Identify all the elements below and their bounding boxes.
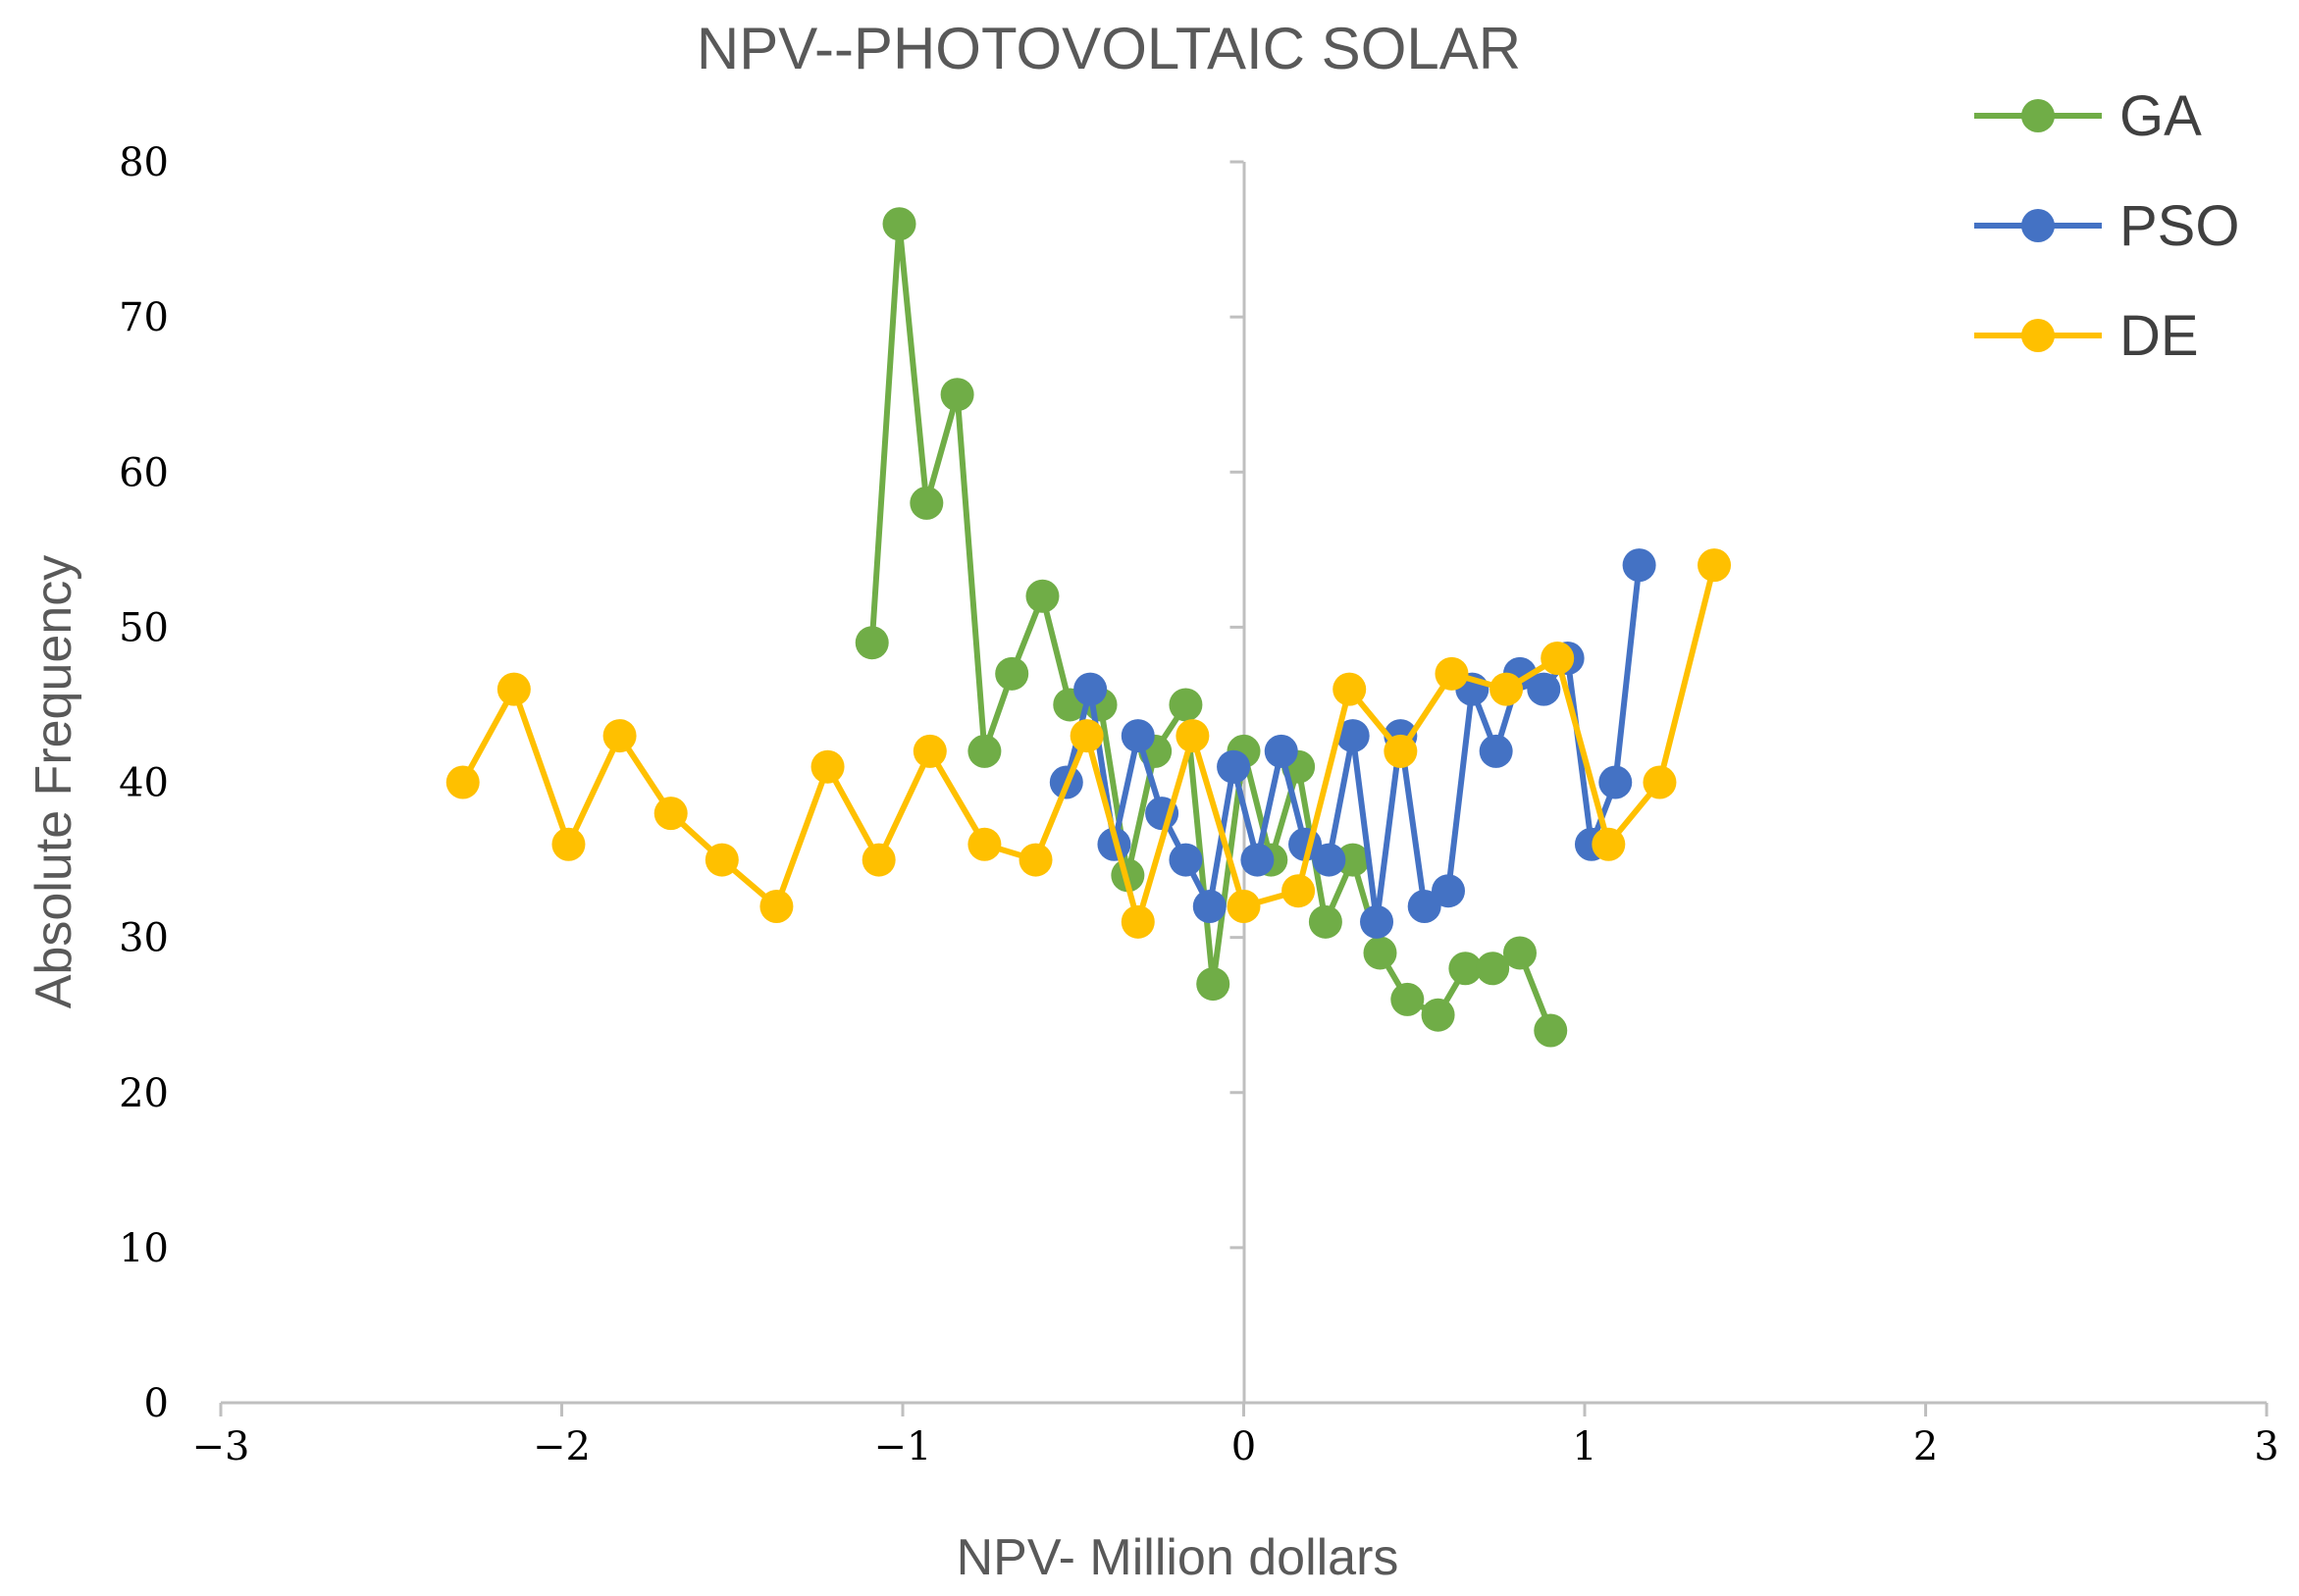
x-tick-label: 1 <box>1572 1424 1596 1469</box>
data-point-de <box>1019 843 1053 877</box>
y-tick-label: 40 <box>119 761 169 806</box>
series-pso <box>1049 548 1656 939</box>
data-point-pso <box>1169 843 1203 877</box>
legend-marker-de <box>2021 319 2055 352</box>
y-tick-label: 0 <box>144 1381 169 1426</box>
data-point-ga <box>1534 1013 1568 1048</box>
data-point-de <box>1698 548 1732 583</box>
legend: GA PSO DE <box>1974 84 2240 368</box>
x-axis-title: NPV- Million dollars <box>957 1529 1399 1586</box>
data-point-pso <box>1432 874 1465 908</box>
data-point-de <box>810 749 845 784</box>
data-point-ga <box>882 207 916 241</box>
y-tick-label: 20 <box>119 1071 169 1116</box>
data-point-pso <box>1240 843 1275 877</box>
data-point-ga <box>1169 688 1203 722</box>
chart-title: NPV--PHOTOVOLTAIC SOLAR <box>697 16 1521 81</box>
data-point-ga <box>855 626 889 660</box>
y-tick-label: 30 <box>119 916 169 961</box>
data-point-ga <box>1196 967 1230 1002</box>
data-point-pso <box>1622 548 1656 583</box>
data-point-pso <box>1217 749 1251 784</box>
x-tick-label: −3 <box>192 1424 250 1469</box>
legend-marker-pso <box>2021 209 2055 242</box>
data-point-de <box>705 843 739 877</box>
x-tick-label: 0 <box>1231 1424 1256 1469</box>
y-tick-label: 60 <box>119 450 169 495</box>
x-tick-label: 3 <box>2254 1424 2278 1469</box>
data-point-ga <box>1502 936 1537 970</box>
legend-label-pso: PSO <box>2119 194 2240 258</box>
data-point-pso <box>1360 904 1394 939</box>
x-tick-label: −2 <box>533 1424 591 1469</box>
data-point-de <box>1592 827 1626 861</box>
data-point-ga <box>1308 904 1342 939</box>
data-point-pso <box>1527 672 1561 706</box>
data-point-de <box>1384 734 1418 768</box>
data-point-de <box>759 890 794 923</box>
y-tick-label: 70 <box>119 295 169 340</box>
y-tick-label: 10 <box>119 1226 169 1271</box>
data-point-ga <box>1390 982 1425 1016</box>
data-point-de <box>1121 904 1155 939</box>
data-point-ga <box>967 734 1002 768</box>
data-point-de <box>551 827 586 861</box>
data-point-pso <box>1335 719 1370 753</box>
data-point-ga <box>1476 952 1510 986</box>
series-de <box>445 548 1732 939</box>
data-point-de <box>1332 672 1367 706</box>
data-point-ga <box>910 486 944 520</box>
data-point-de <box>1489 672 1524 706</box>
y-axis-title: Absolute Frequency <box>26 555 82 1009</box>
data-point-pso <box>1192 890 1227 923</box>
data-point-de <box>496 672 531 706</box>
data-point-ga <box>1025 579 1060 613</box>
legend-item-pso: PSO <box>1974 194 2240 258</box>
data-point-de <box>1643 765 1677 799</box>
data-point-de <box>967 827 1002 861</box>
data-point-de <box>1281 874 1316 908</box>
data-point-de <box>1227 890 1261 923</box>
series-ga <box>855 207 1568 1048</box>
data-point-pso <box>1407 890 1441 923</box>
legend-label-de: DE <box>2119 304 2199 368</box>
legend-label-ga: GA <box>2119 84 2202 148</box>
y-tick-label: 50 <box>119 605 169 650</box>
legend-item-ga: GA <box>1974 84 2202 148</box>
data-point-de <box>602 719 637 753</box>
x-tick-label: −1 <box>874 1424 932 1469</box>
y-tick-label: 80 <box>119 140 169 185</box>
data-point-de <box>1435 656 1469 691</box>
data-point-pso <box>1264 734 1298 768</box>
data-point-ga <box>995 656 1029 691</box>
data-point-pso <box>1598 765 1633 799</box>
data-point-ga <box>1448 952 1483 986</box>
data-point-pso <box>1479 734 1513 768</box>
data-point-ga <box>1421 998 1455 1032</box>
data-point-pso <box>1121 719 1155 753</box>
data-point-pso <box>1312 843 1346 877</box>
x-tick-label: 2 <box>1913 1424 1938 1469</box>
data-point-de <box>1541 642 1575 675</box>
data-point-de <box>862 843 896 877</box>
series-layer <box>445 207 1732 1048</box>
data-point-de <box>1176 719 1210 753</box>
data-point-pso <box>1073 672 1108 706</box>
data-point-ga <box>1363 936 1397 970</box>
data-point-ga <box>1335 843 1370 877</box>
data-point-de <box>1070 719 1104 753</box>
legend-item-de: DE <box>1974 304 2199 368</box>
data-point-de <box>653 797 688 831</box>
data-point-de <box>913 734 947 768</box>
legend-marker-ga <box>2021 99 2055 132</box>
data-point-ga <box>940 378 974 412</box>
data-point-de <box>445 765 480 799</box>
